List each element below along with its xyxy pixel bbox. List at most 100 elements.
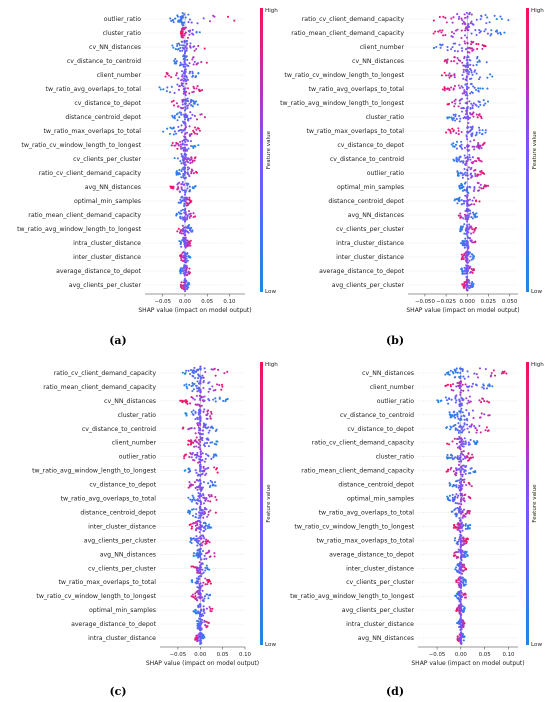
shap-point bbox=[460, 553, 463, 556]
shap-point bbox=[457, 593, 460, 596]
shap-point bbox=[465, 483, 468, 487]
shap-point bbox=[179, 217, 182, 220]
shap-point bbox=[194, 608, 197, 611]
shap-point bbox=[202, 426, 205, 429]
shap-point bbox=[198, 31, 201, 34]
shap-point bbox=[223, 372, 226, 375]
shap-point bbox=[199, 113, 202, 116]
shap-point bbox=[496, 32, 499, 35]
shap-point bbox=[202, 540, 205, 543]
shap-point bbox=[464, 256, 467, 259]
shap-point bbox=[191, 508, 194, 511]
shap-point bbox=[459, 216, 462, 219]
shap-point bbox=[457, 526, 460, 529]
feature-label: cv_distance_to_depot bbox=[347, 426, 414, 433]
shap-point bbox=[445, 60, 449, 63]
shap-point bbox=[485, 22, 488, 25]
shap-point bbox=[199, 479, 202, 482]
shap-point bbox=[477, 105, 480, 108]
shap-point bbox=[486, 32, 489, 35]
shap-point bbox=[446, 45, 449, 49]
shap-point bbox=[456, 13, 459, 16]
shap-point bbox=[459, 447, 462, 450]
shap-point bbox=[459, 632, 463, 635]
shap-point bbox=[459, 212, 462, 215]
shap-point bbox=[447, 468, 450, 471]
shap-point bbox=[197, 373, 200, 376]
shap-point bbox=[192, 496, 195, 499]
shap-point bbox=[202, 380, 205, 383]
shap-point bbox=[464, 472, 467, 475]
shap-point bbox=[194, 145, 197, 148]
feature-label: ratio_mean_client_demand_capacity bbox=[301, 468, 414, 475]
shap-point bbox=[185, 369, 188, 372]
shap-point bbox=[190, 426, 193, 430]
shap-point bbox=[204, 423, 207, 426]
feature-label: tw_ratio_max_overlaps_to_total bbox=[306, 128, 404, 135]
shap-point bbox=[482, 99, 485, 102]
shap-point bbox=[199, 515, 202, 518]
shap-point bbox=[466, 69, 469, 72]
feature-label: avg_NN_distances bbox=[100, 551, 156, 558]
shap-point bbox=[179, 106, 182, 109]
shap-point bbox=[460, 146, 463, 149]
shap-point bbox=[189, 117, 192, 120]
shap-point bbox=[484, 13, 487, 17]
shap-point bbox=[202, 480, 206, 484]
shap-point bbox=[192, 498, 195, 501]
shap-point bbox=[455, 471, 458, 474]
shap-point bbox=[202, 424, 206, 427]
feature-label: cv_clients_per_cluster bbox=[88, 565, 156, 572]
shap-point bbox=[180, 256, 183, 260]
shap-point bbox=[195, 456, 198, 459]
shap-point bbox=[199, 604, 202, 607]
shap-point bbox=[459, 458, 462, 461]
shap-point bbox=[448, 76, 451, 79]
shap-point bbox=[467, 177, 470, 180]
shap-point bbox=[204, 569, 207, 572]
shap-point bbox=[474, 103, 477, 106]
shap-point bbox=[201, 452, 204, 455]
shap-point bbox=[474, 383, 478, 386]
shap-point bbox=[187, 369, 190, 372]
shap-point bbox=[189, 451, 192, 455]
shap-point bbox=[194, 592, 197, 595]
feature-label: distance_centroid_depot bbox=[338, 482, 414, 489]
shap-point bbox=[478, 131, 481, 134]
shap-point bbox=[168, 91, 172, 94]
shap-point bbox=[191, 593, 195, 596]
shap-point bbox=[460, 626, 463, 629]
shap-point bbox=[457, 507, 461, 510]
shap-point bbox=[181, 208, 185, 211]
shap-point bbox=[198, 561, 201, 564]
shap-point bbox=[192, 372, 195, 375]
shap-point bbox=[199, 440, 202, 443]
shap-point bbox=[455, 557, 458, 560]
feature-label: cv_distance_to_centroid bbox=[82, 426, 156, 433]
shap-point bbox=[191, 159, 194, 162]
shap-point bbox=[181, 189, 184, 192]
shap-point bbox=[195, 471, 198, 474]
shap-point bbox=[182, 162, 185, 165]
shap-point bbox=[194, 215, 197, 218]
shap-point bbox=[211, 385, 214, 388]
shap-point bbox=[195, 384, 198, 387]
shap-point bbox=[209, 607, 212, 610]
shap-point bbox=[468, 153, 471, 156]
feature-label: tw_ratio_avg_overlaps_to_total bbox=[319, 509, 415, 516]
shap-point bbox=[458, 86, 461, 90]
shap-point bbox=[459, 477, 462, 480]
shap-point bbox=[199, 638, 202, 641]
shap-point bbox=[202, 529, 206, 532]
shap-point bbox=[181, 99, 184, 102]
shap-point bbox=[199, 505, 202, 508]
shap-point bbox=[486, 400, 489, 403]
shap-point bbox=[477, 78, 481, 81]
shap-point bbox=[192, 129, 195, 132]
shap-point bbox=[459, 580, 462, 583]
shap-point bbox=[195, 581, 198, 584]
shap-point bbox=[448, 72, 451, 75]
shap-point bbox=[186, 214, 189, 217]
shap-point bbox=[181, 195, 184, 198]
shap-point bbox=[486, 384, 489, 387]
